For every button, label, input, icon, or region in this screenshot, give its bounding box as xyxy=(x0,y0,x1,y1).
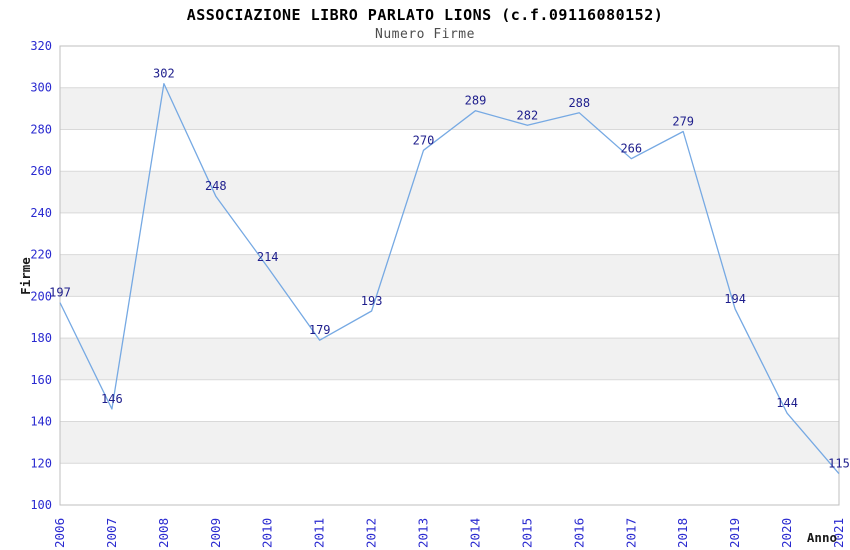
x-tick-label: 2006 xyxy=(52,518,67,548)
y-tick-label: 180 xyxy=(30,331,52,345)
data-point-label: 282 xyxy=(517,108,539,122)
data-point-label: 179 xyxy=(309,323,331,337)
chart-subtitle: Numero Firme xyxy=(375,27,475,42)
data-point-label: 266 xyxy=(620,142,642,156)
x-tick-label: 2012 xyxy=(364,518,379,548)
data-point-label: 193 xyxy=(361,294,383,308)
x-tick-label: 2016 xyxy=(571,518,586,548)
x-tick-label: 2007 xyxy=(104,518,119,548)
x-tick-label: 2020 xyxy=(779,518,794,548)
chart-title: ASSOCIAZIONE LIBRO PARLATO LIONS (c.f.09… xyxy=(186,6,664,24)
plot-border xyxy=(59,45,840,506)
x-tick-label: 2018 xyxy=(675,518,690,548)
x-tick-label: 2010 xyxy=(260,518,275,548)
data-point-label: 146 xyxy=(101,392,123,406)
data-point-label: 279 xyxy=(672,115,694,129)
y-tick-label: 100 xyxy=(30,498,52,512)
x-axis-title: Anno xyxy=(807,530,837,545)
data-point-label: 289 xyxy=(465,94,487,108)
data-point-label: 288 xyxy=(568,96,590,110)
y-tick-label: 240 xyxy=(30,206,52,220)
grid-band xyxy=(60,338,839,380)
y-tick-label: 220 xyxy=(30,248,52,262)
data-point-label: 144 xyxy=(776,396,798,410)
x-tick-label: 2015 xyxy=(519,518,534,548)
x-tick-label: 2009 xyxy=(208,518,223,548)
grid-band xyxy=(60,254,839,297)
data-line xyxy=(59,82,840,475)
x-tick-label: 2013 xyxy=(416,518,431,548)
y-tick-label: 300 xyxy=(30,81,52,95)
y-tick-label: 140 xyxy=(30,415,52,429)
y-tick-label: 120 xyxy=(30,456,52,470)
x-tick-label: 2008 xyxy=(156,518,171,548)
data-point-label: 214 xyxy=(257,250,279,264)
data-point-label: 248 xyxy=(205,179,227,193)
grid-band xyxy=(60,171,839,213)
y-axis-title: Firme xyxy=(18,257,33,295)
y-tick-label: 260 xyxy=(30,164,52,178)
grid-band xyxy=(60,421,839,464)
data-point-label: 270 xyxy=(413,133,435,147)
x-tick-label: 2019 xyxy=(727,518,742,548)
data-point-label: 197 xyxy=(49,286,71,300)
grid-band xyxy=(60,87,839,130)
y-tick-label: 200 xyxy=(30,289,52,303)
x-tick-label: 2017 xyxy=(623,518,638,548)
x-tick-label: 2011 xyxy=(312,518,327,548)
data-point-label: 115 xyxy=(828,457,850,471)
y-tick-label: 280 xyxy=(30,123,52,137)
data-point-label: 194 xyxy=(724,292,746,306)
y-tick-label: 160 xyxy=(30,373,52,387)
y-tick-label: 320 xyxy=(30,39,52,53)
x-tick-label: 2014 xyxy=(468,518,483,548)
data-point-label: 302 xyxy=(153,67,175,81)
x-tick-label: 2021 xyxy=(831,518,846,548)
